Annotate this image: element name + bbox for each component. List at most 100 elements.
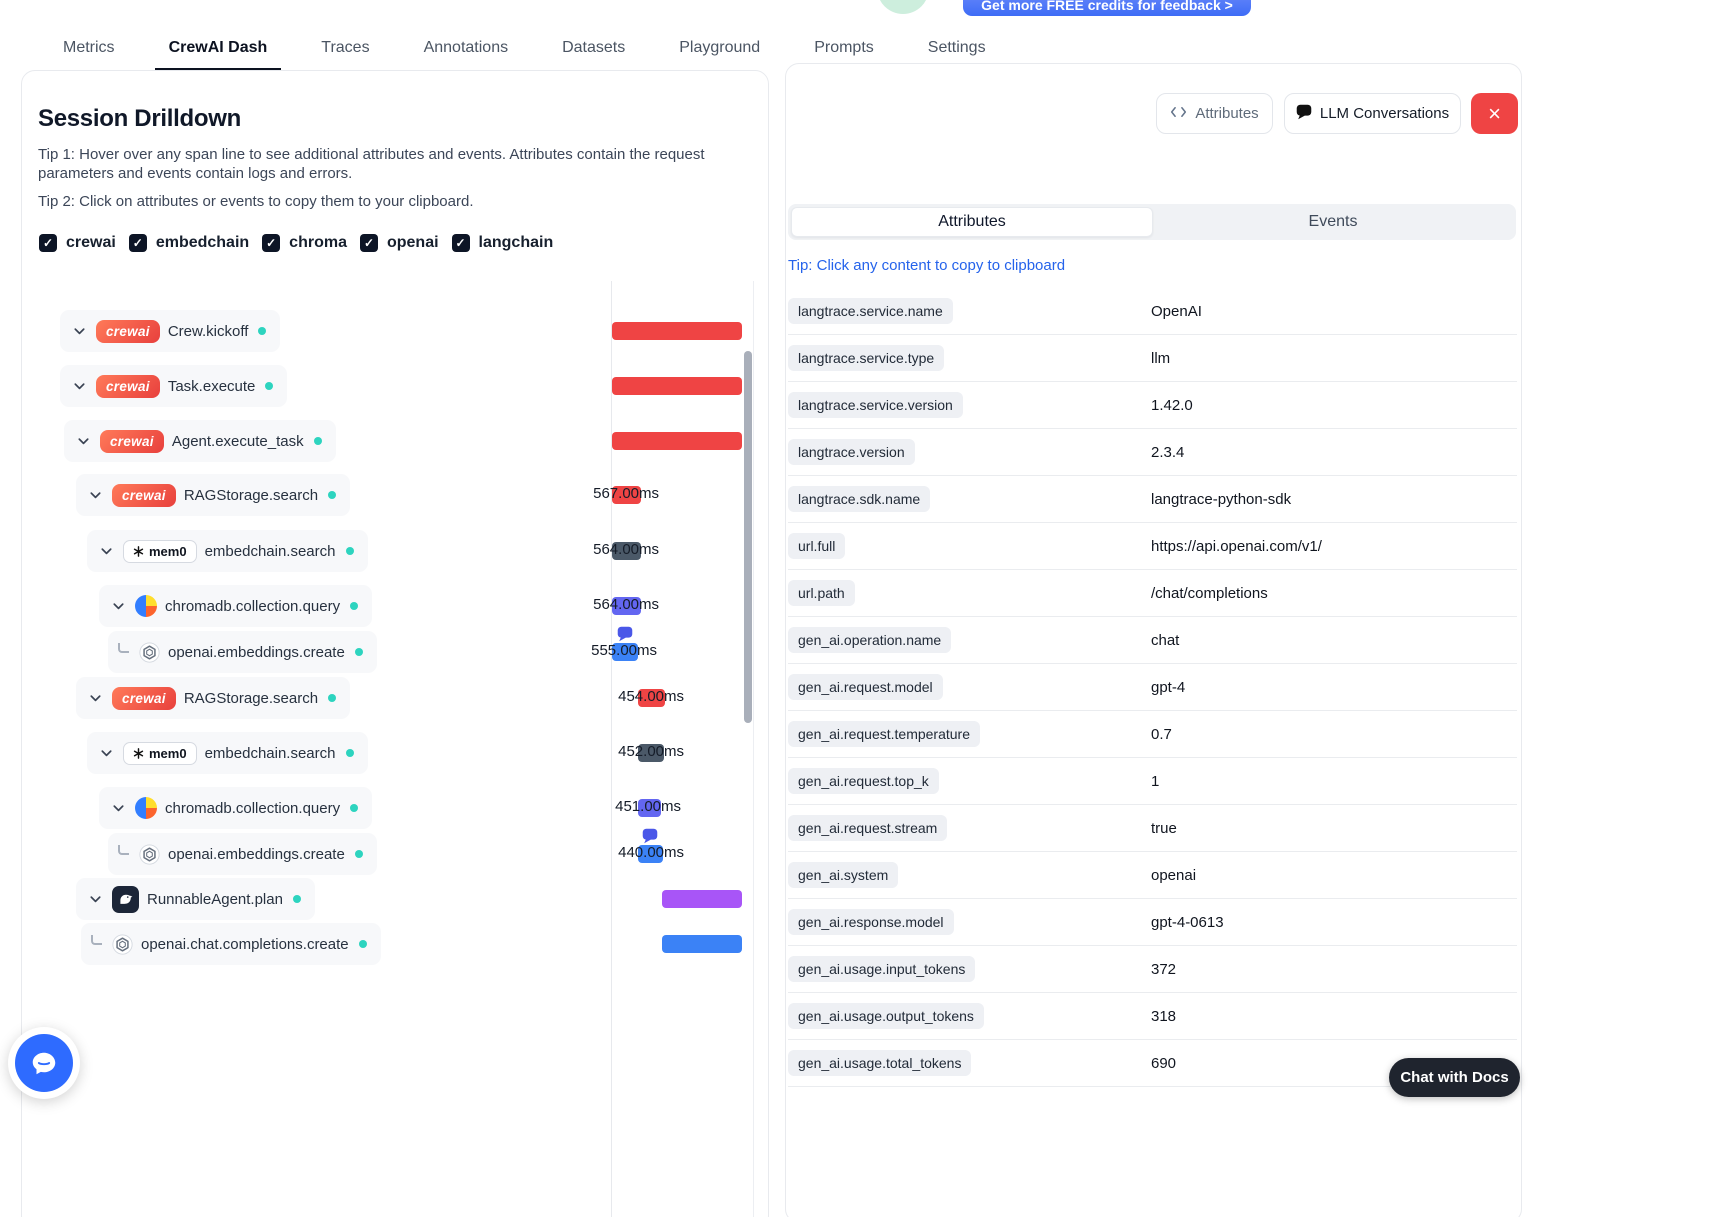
trace-span-row[interactable]: RunnableAgent.plan	[22, 877, 768, 921]
tab-metrics[interactable]: Metrics	[63, 39, 115, 56]
attribute-value[interactable]: 690	[1151, 1054, 1177, 1072]
attribute-key[interactable]: langtrace.service.name	[788, 298, 953, 324]
attribute-value[interactable]: /chat/completions	[1151, 584, 1268, 602]
attribute-key[interactable]: url.full	[788, 533, 846, 559]
filter-crewai[interactable]: ✓ crewai	[39, 234, 116, 252]
attribute-key[interactable]: url.path	[788, 580, 855, 606]
span-label-group[interactable]: openai.embeddings.create	[108, 631, 377, 673]
attribute-value[interactable]: llm	[1151, 349, 1171, 367]
span-duration-bar[interactable]	[612, 597, 641, 615]
trace-span-row[interactable]: openai.chat.completions.create	[22, 922, 768, 966]
attribute-value[interactable]: gpt-4-0613	[1151, 913, 1224, 931]
attribute-key[interactable]: gen_ai.usage.output_tokens	[788, 1003, 984, 1029]
chevron-down-icon[interactable]	[109, 597, 127, 615]
attribute-value[interactable]: https://api.openai.com/v1/	[1151, 537, 1322, 555]
span-duration-bar[interactable]	[662, 890, 742, 908]
attribute-value[interactable]: langtrace-python-sdk	[1151, 490, 1292, 508]
span-duration-bar[interactable]	[612, 486, 641, 504]
trace-span-row[interactable]: crewai Task.execute	[22, 364, 768, 408]
span-duration-bar[interactable]	[612, 377, 742, 395]
attribute-key[interactable]: gen_ai.usage.total_tokens	[788, 1050, 972, 1076]
span-label-group[interactable]: openai.embeddings.create	[108, 833, 377, 875]
scrollbar[interactable]	[744, 351, 752, 723]
tab-crewai-dash[interactable]: CrewAI Dash	[154, 28, 282, 70]
tab-events[interactable]: Events	[1308, 213, 1358, 230]
checkbox-checked-icon[interactable]: ✓	[39, 234, 57, 252]
span-label-group[interactable]: chromadb.collection.query	[99, 585, 373, 627]
chat-launcher[interactable]	[8, 1027, 80, 1099]
trace-span-row[interactable]: crewai RAGStorage.search 454.00ms	[22, 676, 768, 720]
attribute-value[interactable]: 372	[1151, 960, 1177, 978]
span-duration-bar[interactable]	[662, 935, 742, 953]
trace-span-row[interactable]: openai.embeddings.create 440.00ms	[22, 828, 768, 876]
span-label-group[interactable]: chromadb.collection.query	[99, 787, 373, 829]
checkbox-checked-icon[interactable]: ✓	[359, 234, 378, 252]
attribute-key[interactable]: gen_ai.request.top_k	[788, 768, 939, 794]
span-label-group[interactable]: crewai Task.execute	[60, 365, 288, 407]
checkbox-checked-icon[interactable]: ✓	[128, 234, 147, 252]
span-label-group[interactable]: openai.chat.completions.create	[81, 923, 381, 965]
filter-openai[interactable]: ✓ openai	[359, 234, 439, 252]
span-duration-bar[interactable]	[638, 799, 661, 817]
tab-prompts[interactable]: Prompts	[814, 39, 874, 56]
trace-span-row[interactable]: chromadb.collection.query 564.00ms	[22, 584, 768, 628]
span-duration-bar[interactable]	[638, 845, 663, 863]
trace-span-row[interactable]: openai.embeddings.create 555.00ms	[22, 626, 768, 674]
chevron-down-icon[interactable]	[70, 377, 88, 395]
chevron-down-icon[interactable]	[97, 542, 115, 560]
attribute-value[interactable]: 0.7	[1151, 725, 1172, 743]
attribute-key[interactable]: langtrace.sdk.name	[788, 486, 931, 512]
span-duration-bar[interactable]	[638, 744, 664, 762]
attribute-value[interactable]: gpt-4	[1151, 678, 1186, 696]
attribute-key[interactable]: gen_ai.system	[788, 862, 899, 888]
checkbox-checked-icon[interactable]: ✓	[451, 234, 470, 252]
close-button[interactable]: ×	[1471, 93, 1518, 134]
span-duration-bar[interactable]	[612, 432, 742, 450]
avatar[interactable]	[877, 0, 929, 14]
attribute-key[interactable]: langtrace.service.type	[788, 345, 945, 371]
trace-span-row[interactable]: crewai Agent.execute_task	[22, 419, 768, 463]
filter-chroma[interactable]: ✓ chroma	[262, 234, 347, 252]
attribute-value[interactable]: 1	[1151, 772, 1160, 790]
attribute-value[interactable]: OpenAI	[1151, 302, 1202, 320]
attribute-value[interactable]: 1.42.0	[1151, 396, 1193, 414]
trace-span-row[interactable]: mem0 embedchain.search 452.00ms	[22, 731, 768, 775]
attributes-view-button[interactable]: Attributes	[1156, 93, 1273, 134]
copy-tip[interactable]: Tip: Click any content to copy to clipbo…	[788, 257, 1066, 274]
span-label-group[interactable]: mem0 embedchain.search	[87, 530, 368, 572]
filter-embedchain[interactable]: ✓ embedchain	[128, 234, 249, 252]
tab-attributes[interactable]: Attributes	[791, 207, 1153, 237]
tab-traces[interactable]: Traces	[321, 39, 370, 56]
checkbox-checked-icon[interactable]: ✓	[262, 234, 281, 252]
trace-span-row[interactable]: chromadb.collection.query 451.00ms	[22, 786, 768, 830]
span-label-group[interactable]: mem0 embedchain.search	[87, 732, 368, 774]
span-label-group[interactable]: crewai RAGStorage.search	[76, 677, 351, 719]
attribute-key[interactable]: gen_ai.operation.name	[788, 627, 952, 653]
credits-button[interactable]: Get more FREE credits for feedback >	[963, 0, 1251, 16]
chevron-down-icon[interactable]	[86, 689, 104, 707]
chevron-down-icon[interactable]	[109, 799, 127, 817]
span-label-group[interactable]: crewai Agent.execute_task	[64, 420, 336, 462]
trace-span-row[interactable]: mem0 embedchain.search 564.00ms	[22, 529, 768, 573]
span-duration-bar[interactable]	[612, 643, 638, 661]
tab-annotations[interactable]: Annotations	[423, 39, 509, 56]
tab-settings[interactable]: Settings	[927, 39, 986, 56]
span-duration-bar[interactable]	[612, 542, 641, 560]
attribute-key[interactable]: langtrace.service.version	[788, 392, 963, 418]
span-duration-bar[interactable]	[638, 689, 665, 707]
attribute-key[interactable]: gen_ai.usage.input_tokens	[788, 956, 976, 982]
attribute-value[interactable]: chat	[1151, 631, 1180, 649]
tab-playground[interactable]: Playground	[679, 39, 761, 56]
filter-langchain[interactable]: ✓ langchain	[451, 234, 553, 252]
attribute-key[interactable]: langtrace.version	[788, 439, 915, 465]
attribute-value[interactable]: 318	[1151, 1007, 1177, 1025]
attribute-key[interactable]: gen_ai.request.stream	[788, 815, 948, 841]
chat-with-docs-button[interactable]: Chat with Docs	[1389, 1058, 1520, 1097]
chevron-down-icon[interactable]	[74, 432, 92, 450]
attribute-key[interactable]: gen_ai.request.temperature	[788, 721, 980, 747]
attribute-value[interactable]: 2.3.4	[1151, 443, 1185, 461]
trace-span-row[interactable]: crewai Crew.kickoff	[22, 309, 768, 353]
llm-conversations-button[interactable]: LLM Conversations	[1284, 93, 1461, 134]
chevron-down-icon[interactable]	[70, 322, 88, 340]
span-label-group[interactable]: crewai Crew.kickoff	[60, 310, 281, 352]
